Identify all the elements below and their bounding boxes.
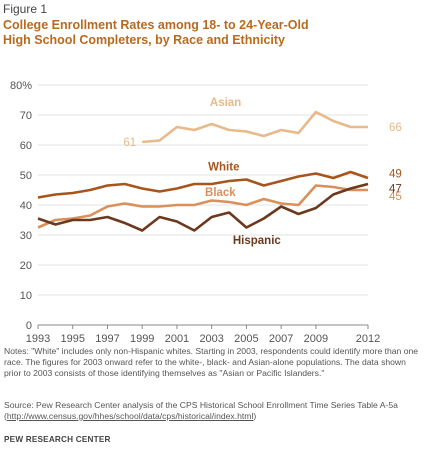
- series-line-white: [37, 170, 369, 199]
- series-start-label-asian: 61: [123, 137, 136, 149]
- y-tick-label: 10: [20, 290, 32, 302]
- series-name-hispanic: Hispanic: [233, 235, 282, 247]
- y-tick-label: 20: [20, 260, 32, 272]
- series-name-white: White: [208, 162, 239, 174]
- x-tick-label: 1995: [60, 333, 84, 345]
- chart-notes: Notes: "White" includes only non-Hispani…: [4, 346, 419, 378]
- x-tick-label: 1993: [26, 333, 50, 345]
- series-end-label-white: 49: [389, 169, 402, 181]
- series-end-label-hispanic: 47: [389, 184, 402, 196]
- x-tick-label: 1997: [95, 333, 119, 345]
- series-line-black: [37, 184, 368, 229]
- chart-title-line-1: College Enrollment Rates among 18- to 24…: [3, 18, 309, 32]
- chart-title: College Enrollment Rates among 18- to 24…: [3, 18, 423, 48]
- series-name-asian: Asian: [210, 97, 241, 109]
- brand-name: PEW RESEARCH CENTER: [4, 435, 111, 444]
- series-end-label-black: 45: [389, 191, 402, 203]
- chart-title-line-2: High School Completers, by Race and Ethn…: [3, 33, 285, 47]
- series-line-asian: [142, 110, 368, 144]
- y-tick-label: 0: [26, 320, 32, 332]
- source-text: Source: Pew Research Center analysis of …: [4, 400, 398, 421]
- chart-source: Source: Pew Research Center analysis of …: [4, 400, 422, 422]
- x-tick-label: 1999: [130, 333, 154, 345]
- y-tick-label: 80%: [10, 80, 32, 92]
- line-chart: 0 10 20 30 40 50 60 70 80% 1993 1995 1997 1999 2001 20…: [10, 80, 402, 345]
- series-name-black: Black: [205, 187, 236, 199]
- source-close: ): [253, 411, 257, 421]
- series-end-label-asian: 66: [389, 122, 402, 134]
- source-link[interactable]: http://www.census.gov/hhes/school/data/c…: [6, 411, 254, 421]
- x-tick-label: 2003: [199, 333, 223, 345]
- x-tick-label: 2009: [304, 333, 328, 345]
- y-tick-label: 60: [20, 140, 32, 152]
- y-tick-label: 50: [20, 170, 32, 182]
- x-tick-label: 2007: [269, 333, 293, 345]
- y-tick-label: 40: [20, 200, 32, 212]
- y-tick-label: 70: [20, 110, 32, 122]
- x-tick-label: 2001: [165, 333, 189, 345]
- y-tick-label: 30: [20, 230, 32, 242]
- series-line-hispanic: [37, 182, 369, 232]
- x-tick-label: 2012: [356, 333, 380, 345]
- x-tick-label: 2005: [234, 333, 258, 345]
- figure-label: Figure 1: [3, 2, 48, 16]
